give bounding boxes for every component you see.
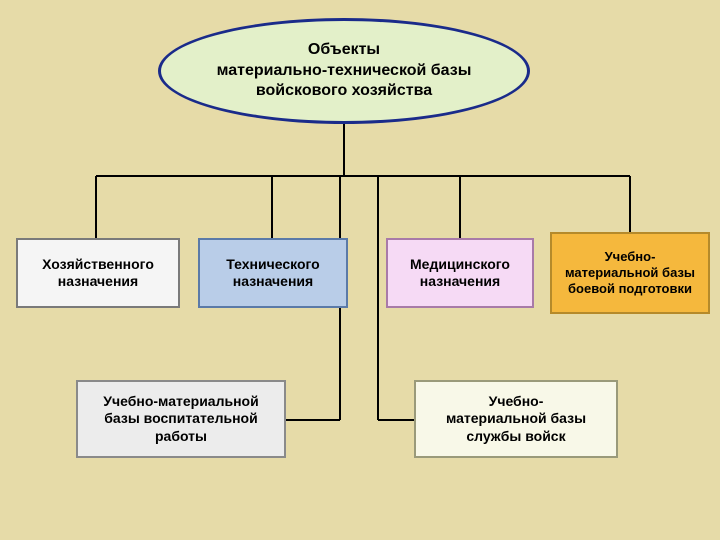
box-troop-service-label: Учебно-материальной базыслужбы войск	[446, 393, 586, 446]
box-economic: Хозяйственногоназначения	[16, 238, 180, 308]
box-combat-training: Учебно-материальной базыбоевой подготовк…	[550, 232, 710, 314]
box-educational-work: Учебно-материальнойбазы воспитательнойра…	[76, 380, 286, 458]
box-medical: Медицинскогоназначения	[386, 238, 534, 308]
title-text: Объектыматериально-технической базывойск…	[217, 40, 472, 102]
box-technical-label: Техническогоназначения	[226, 256, 319, 291]
box-troop-service: Учебно-материальной базыслужбы войск	[414, 380, 618, 458]
box-educational-work-label: Учебно-материальнойбазы воспитательнойра…	[103, 393, 258, 446]
box-economic-label: Хозяйственногоназначения	[42, 256, 154, 291]
box-medical-label: Медицинскогоназначения	[410, 256, 510, 291]
title-node: Объектыматериально-технической базывойск…	[158, 18, 530, 124]
diagram-canvas: Объектыматериально-технической базывойск…	[0, 0, 720, 540]
box-technical: Техническогоназначения	[198, 238, 348, 308]
box-combat-training-label: Учебно-материальной базыбоевой подготовк…	[565, 249, 695, 298]
